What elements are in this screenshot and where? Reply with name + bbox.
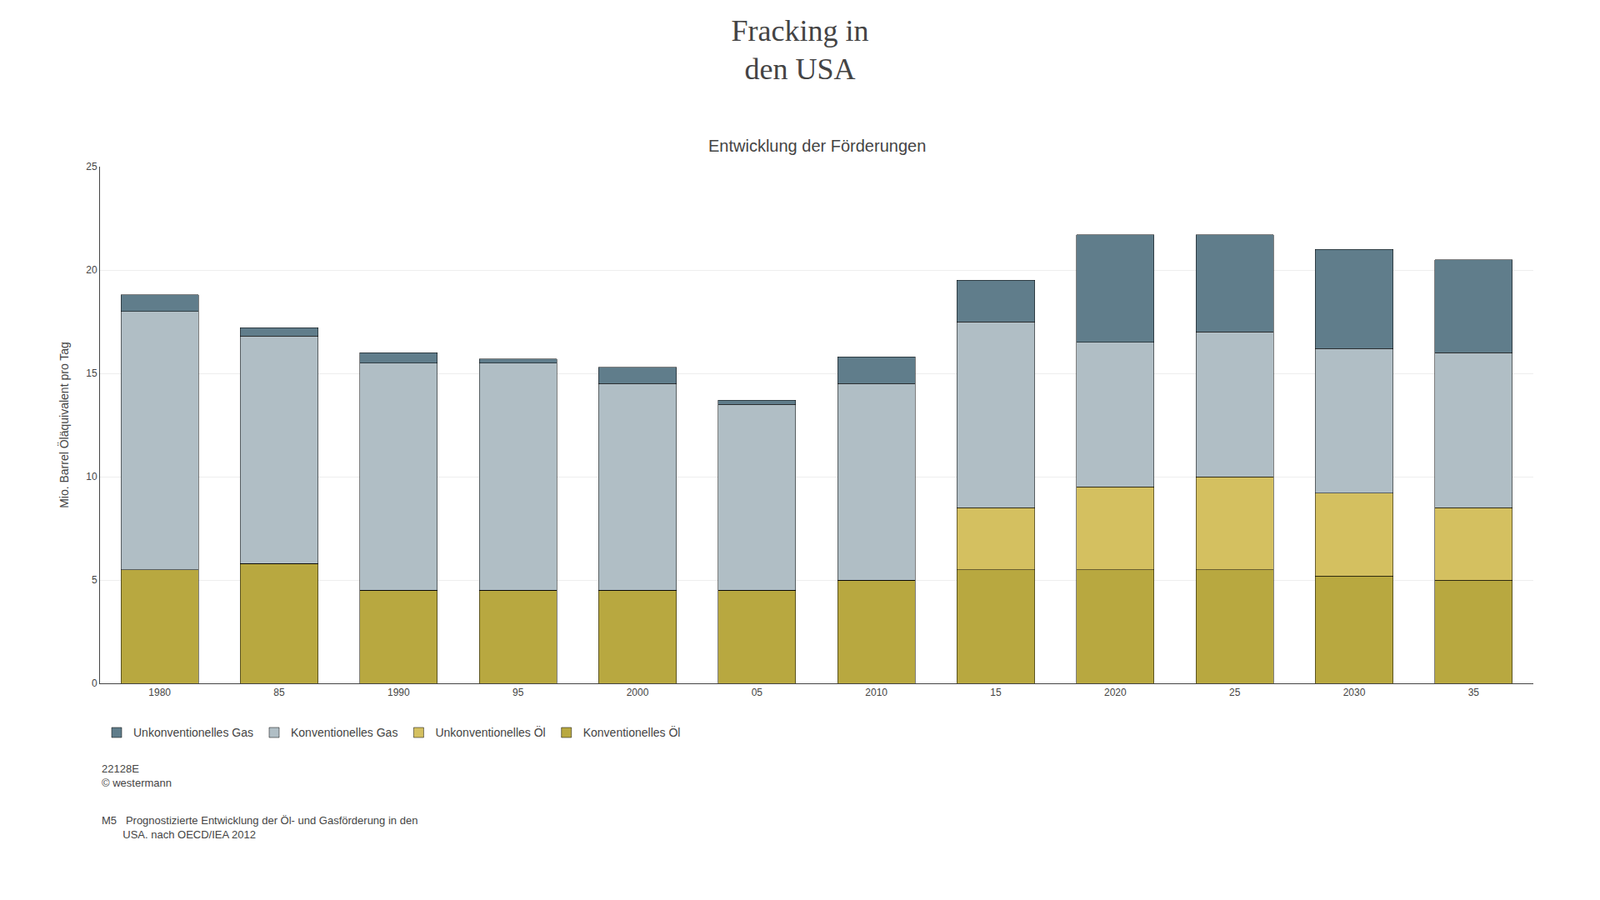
svg-text:22128E© westermann: 22128E© westermann xyxy=(101,762,172,790)
svg-text:0: 0 xyxy=(91,677,98,690)
svg-text:Unkonventionelles Gas: Unkonventionelles Gas xyxy=(133,725,254,740)
svg-text:1980: 1980 xyxy=(148,686,171,699)
svg-text:5: 5 xyxy=(91,574,98,586)
svg-text:Fracking inden USA: Fracking inden USA xyxy=(731,14,870,87)
svg-text:2030: 2030 xyxy=(1343,686,1366,699)
svg-text:M5 Prognostizierte Entwicklu: M5 Prognostizierte Entwicklung der Öl- u… xyxy=(101,814,418,841)
svg-text:2010: 2010 xyxy=(865,686,888,699)
svg-text:95: 95 xyxy=(512,686,525,699)
svg-text:20: 20 xyxy=(85,264,98,276)
svg-text:25: 25 xyxy=(85,160,98,173)
svg-text:2020: 2020 xyxy=(1104,686,1127,699)
svg-text:05: 05 xyxy=(751,686,764,699)
svg-text:Unkonventionelles Öl: Unkonventionelles Öl xyxy=(435,725,545,740)
svg-text:Mio. Barrel Öläquivalent pro T: Mio. Barrel Öläquivalent pro Tag xyxy=(56,341,71,509)
svg-text:Konventionelles Öl: Konventionelles Öl xyxy=(583,725,681,740)
svg-text:85: 85 xyxy=(273,686,285,699)
svg-text:Konventionelles Gas: Konventionelles Gas xyxy=(290,725,398,740)
svg-text:2000: 2000 xyxy=(626,686,650,699)
svg-text:35: 35 xyxy=(1468,686,1480,699)
svg-text:1990: 1990 xyxy=(387,686,410,699)
svg-text:Entwicklung der Förderungen: Entwicklung der Förderungen xyxy=(708,136,926,155)
svg-text:10: 10 xyxy=(85,470,98,483)
svg-text:15: 15 xyxy=(85,367,98,380)
svg-text:15: 15 xyxy=(990,686,1002,699)
svg-text:25: 25 xyxy=(1229,686,1241,699)
